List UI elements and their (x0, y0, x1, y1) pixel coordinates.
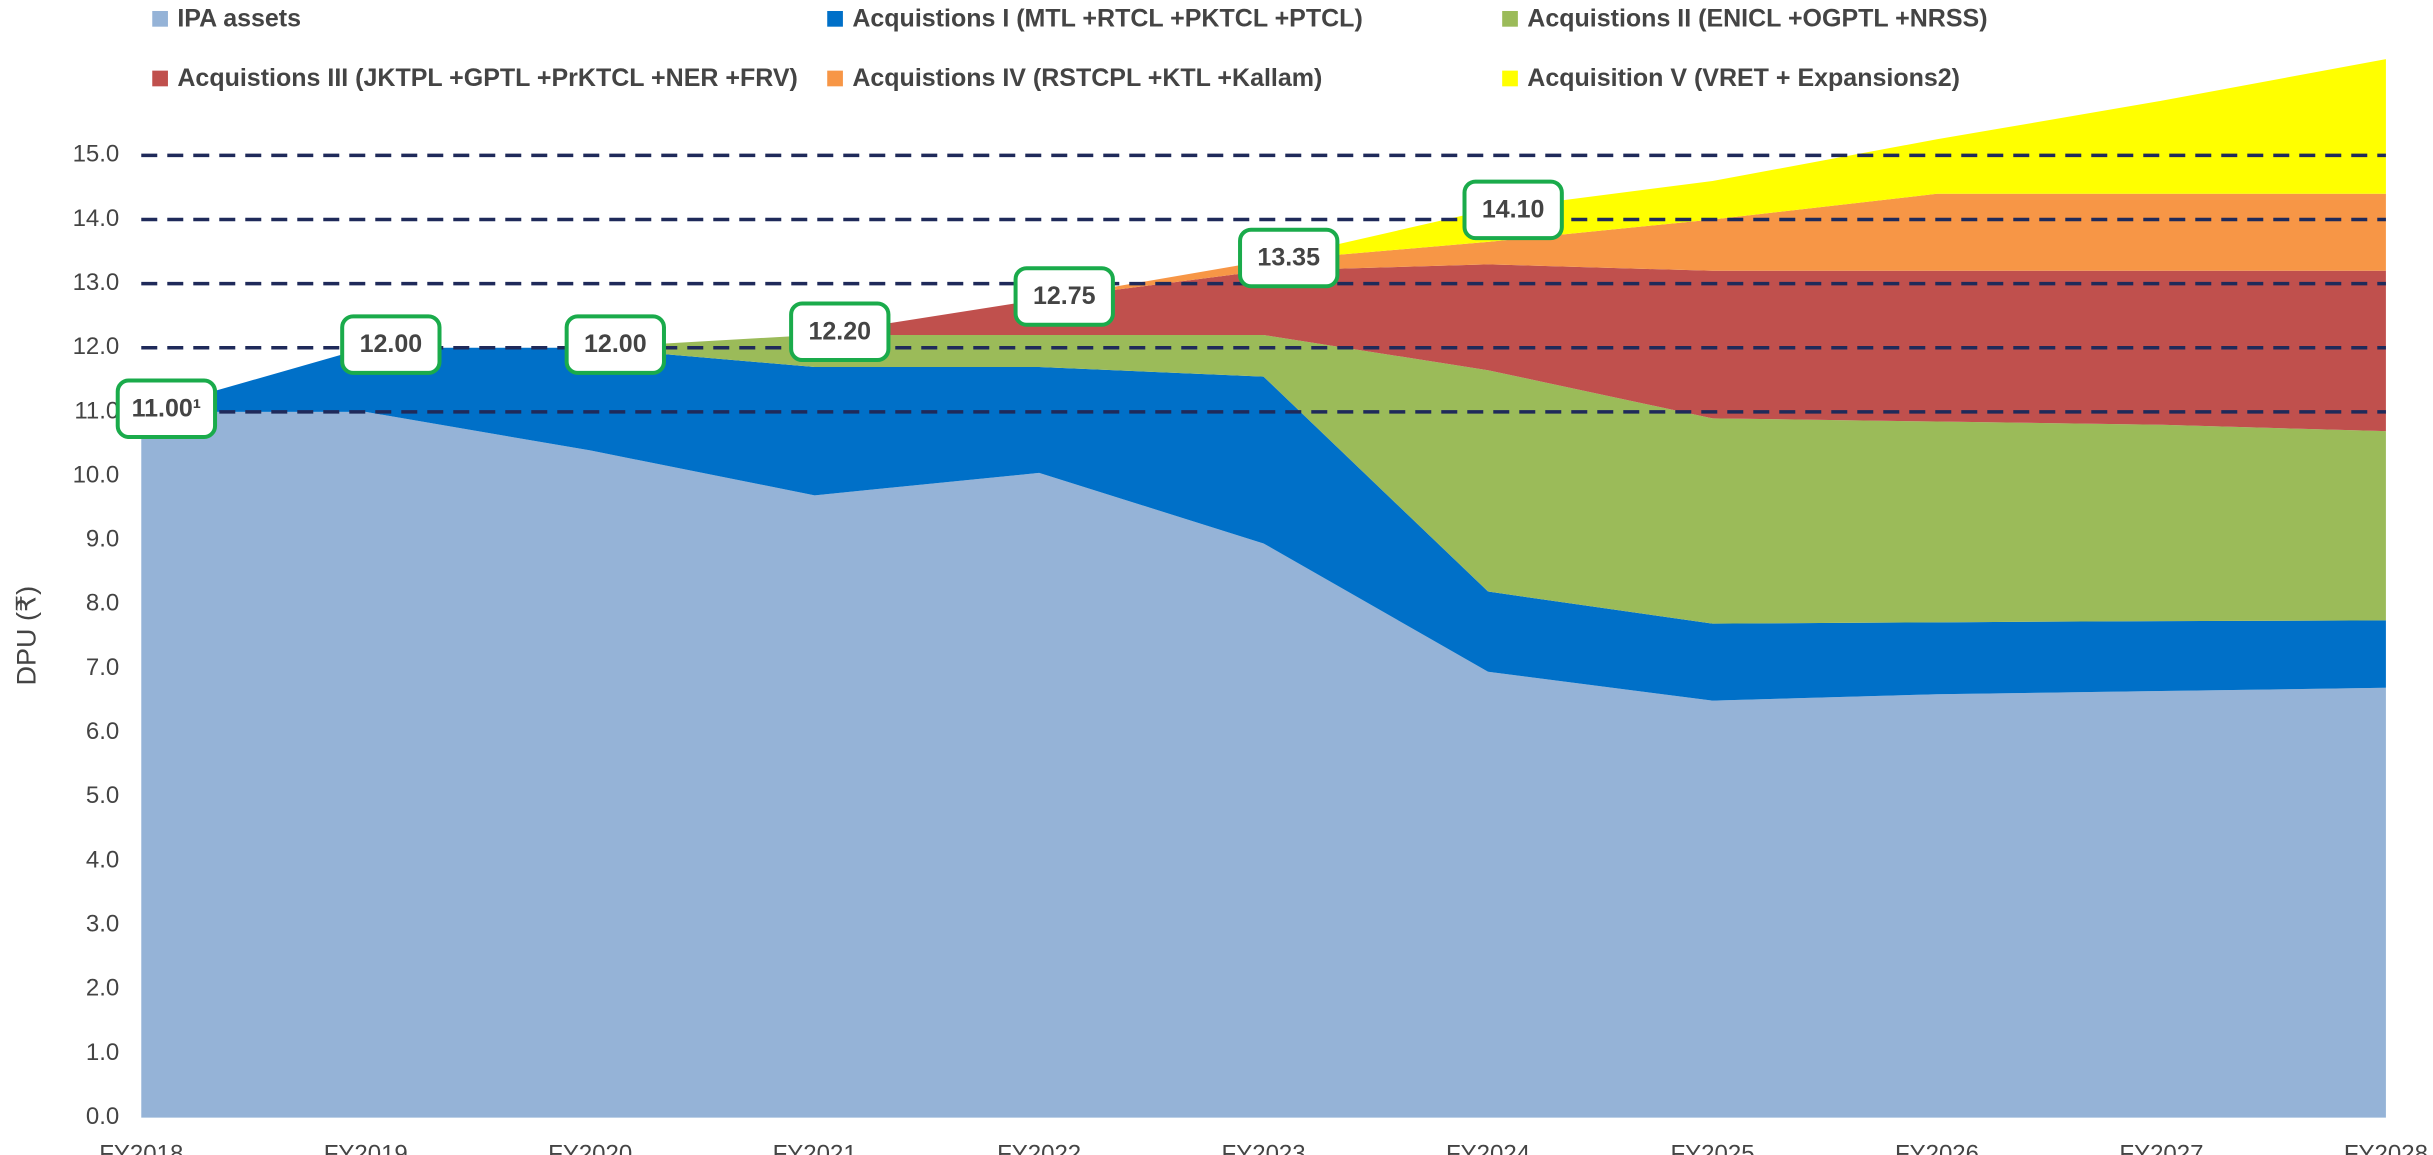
y-tick-label: 6.0 (86, 718, 119, 745)
total-label: 12.75 (1033, 282, 1096, 310)
x-tick-label: FY2027 (2119, 1141, 2203, 1155)
legend-swatch (1502, 10, 1518, 27)
total-label: 13.35 (1257, 244, 1320, 272)
legend-swatch (152, 70, 168, 87)
legend-label: IPA assets (177, 4, 301, 32)
x-tick-label: FY2019 (324, 1141, 408, 1155)
legend-swatch (152, 10, 168, 27)
y-tick-label: 8.0 (86, 590, 119, 617)
total-label-box (1462, 179, 1564, 241)
y-tick-label: 9.0 (86, 526, 119, 553)
total-label: 11.00¹ (132, 394, 202, 422)
x-tick-label: FY2024 (1446, 1141, 1530, 1155)
x-tick-label: FY2020 (548, 1141, 632, 1155)
area (141, 347, 2386, 701)
y-tick-label: 11.0 (74, 397, 119, 424)
x-tick-label: FY2022 (997, 1141, 1081, 1155)
y-tick-label: 1.0 (86, 1039, 119, 1066)
x-tick-label: FY2028 (2344, 1141, 2428, 1155)
total-label-box (564, 314, 666, 375)
area (141, 264, 2386, 432)
y-tick-label: 7.0 (86, 654, 119, 681)
y-axis-label: DPU (₹) (11, 586, 41, 686)
y-tick-label: 5.0 (86, 782, 119, 809)
y-tick-label: 0.0 (86, 1103, 119, 1130)
legend-label: Acquistions II (ENICL +OGPTL +NRSS) (1527, 4, 1987, 32)
legend-label: Acquistions IV (RSTCPL +KTL +Kallam) (852, 64, 1322, 92)
total-label-box (1013, 266, 1115, 327)
y-tick-label: 4.0 (86, 846, 119, 873)
total-label-box (1238, 227, 1340, 289)
area (141, 334, 2386, 624)
legend-label: Acquistions III (JKTPL +GPTL +PrKTCL +NE… (177, 64, 798, 92)
legend-swatch (827, 70, 843, 87)
x-tick-label: FY2021 (773, 1141, 857, 1155)
y-tick-label: 13.0 (73, 269, 120, 296)
legend-swatch (827, 10, 843, 27)
y-tick-label: 15.0 (73, 141, 120, 168)
area (141, 411, 2386, 1118)
y-tick-label: 3.0 (86, 910, 119, 937)
x-tick-label: FY2018 (99, 1141, 183, 1155)
total-label: 12.00 (360, 330, 423, 358)
total-label-box (340, 314, 442, 375)
y-tick-label: 12.0 (73, 333, 120, 360)
total-label-box (115, 378, 218, 439)
x-tick-label: FY2025 (1670, 1141, 1754, 1155)
legend-label: Acquisition V (VRET + Expansions2) (1527, 64, 1960, 92)
total-label: 14.10 (1482, 195, 1545, 223)
area (141, 193, 2386, 412)
y-tick-label: 10.0 (73, 461, 120, 488)
y-tick-label: 14.0 (73, 205, 120, 232)
legend-label: Acquistions I (MTL +RTCL +PKTCL +PTCL) (852, 4, 1362, 32)
y-tick-label: 2.0 (86, 975, 119, 1002)
x-tick-label: FY2023 (1222, 1141, 1306, 1155)
total-label: 12.20 (808, 317, 871, 345)
x-tick-label: FY2026 (1895, 1141, 1979, 1155)
total-label-box (789, 301, 891, 362)
legend-swatch (1502, 70, 1518, 87)
total-label: 12.00 (584, 330, 647, 358)
